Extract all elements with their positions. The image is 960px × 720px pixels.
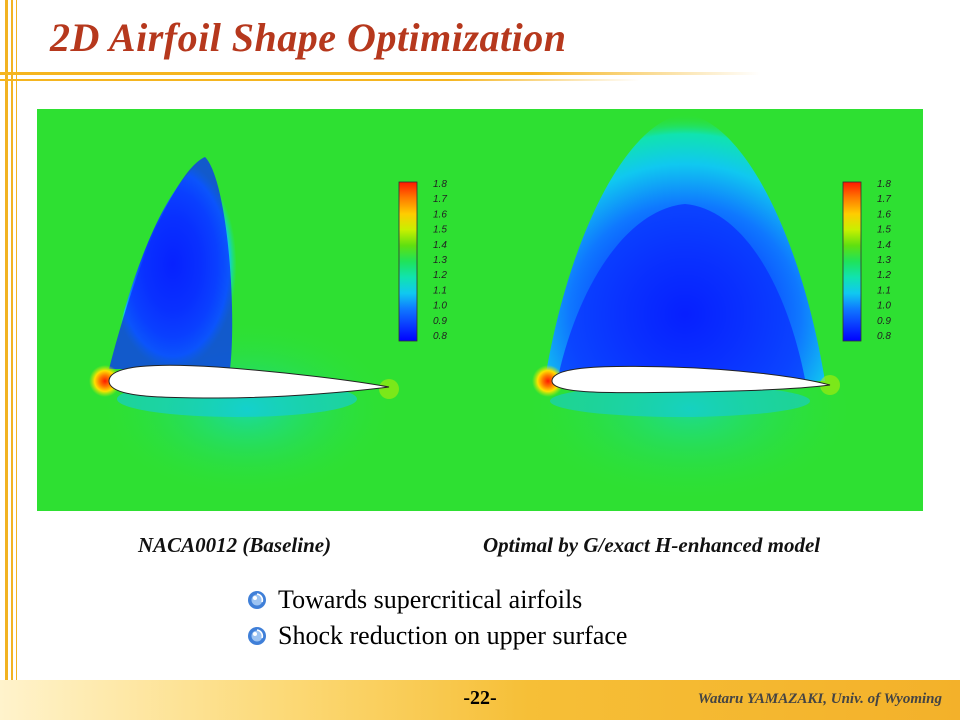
left-rule-line: [16, 0, 17, 680]
colorbar-labels: 1.8 1.7 1.6 1.5 1.4 1.3 1.2 1.1 1.0 0.9 0.8: [433, 179, 447, 342]
colorbar-tick-label: 1.5: [877, 225, 891, 236]
colorbar-tick-label: 0.9: [433, 316, 447, 327]
bullet-list: Towards supercritical airfoils Shock red…: [246, 582, 627, 654]
swirl-bullet-icon: [248, 627, 266, 645]
left-rule-line: [5, 0, 8, 680]
title-underline: [0, 72, 760, 75]
left-rule-line: [11, 0, 13, 680]
colorbar-tick-label: 1.3: [877, 255, 891, 266]
title-underline: [0, 79, 640, 81]
airfoil-optimized: [551, 365, 831, 394]
stagnation-point: [532, 365, 564, 397]
flow-field-optimized: 1.8 1.7 1.6 1.5 1.4 1.3 1.2 1.1 1.0 0.9 0.8: [480, 109, 923, 511]
colorbar-tick-label: 1.7: [877, 194, 891, 205]
colorbar-tick-label: 1.1: [433, 285, 447, 296]
colorbar-tick-label: 1.4: [877, 240, 891, 251]
stagnation-point: [89, 365, 121, 397]
colorbar-tick-label: 1.8: [877, 179, 891, 190]
swirl-bullet-icon: [248, 591, 266, 609]
supersonic-core: [558, 204, 805, 379]
colorbar: [398, 181, 418, 342]
colorbar-tick-label: 1.0: [433, 301, 447, 312]
colorbar-tick-label: 1.6: [877, 209, 891, 220]
colorbar-labels: 1.8 1.7 1.6 1.5 1.4 1.3 1.2 1.1 1.0 0.9 0.8: [877, 179, 891, 342]
colorbar-tick-label: 0.9: [877, 316, 891, 327]
trailing-edge-region: [379, 379, 399, 399]
colorbar-tick-label: 0.8: [433, 331, 447, 342]
mach-contour-plot: 1.8 1.7 1.6 1.5 1.4 1.3 1.2 1.1 1.0 0.9 0.8: [480, 109, 923, 511]
footer-bar: -22- Wataru YAMAZAKI, Univ. of Wyoming: [0, 680, 960, 720]
caption-baseline: NACA0012 (Baseline): [138, 533, 332, 557]
mach-contour-plot: 1.8 1.7 1.6 1.5 1.4 1.3 1.2 1.1 1.0 0.9 0.8: [37, 109, 480, 511]
bullet-text: Shock reduction on upper surface: [278, 621, 628, 650]
colorbar-tick-label: 1.5: [433, 225, 447, 236]
colorbar-tick-label: 1.0: [877, 301, 891, 312]
slide-title: 2D Airfoil Shape Optimization: [50, 15, 567, 60]
colorbar-tick-label: 1.2: [433, 270, 447, 281]
bullet-item: Towards supercritical airfoils: [246, 582, 627, 618]
colorbar-tick-label: 1.4: [433, 240, 447, 251]
colorbar-tick-label: 0.8: [877, 331, 891, 342]
colorbar-tick-label: 1.2: [877, 270, 891, 281]
supersonic-core: [109, 157, 233, 369]
colorbar-tick-label: 1.1: [877, 285, 891, 296]
page-number: -22-: [463, 687, 497, 709]
flow-field-baseline: 1.8 1.7 1.6 1.5 1.4 1.3 1.2 1.1 1.0 0.9 0.8: [37, 109, 480, 511]
colorbar-tick-label: 1.8: [433, 179, 447, 190]
colorbar: [842, 181, 862, 342]
colorbar-tick-label: 1.6: [433, 209, 447, 220]
author-credit: Wataru YAMAZAKI, Univ. of Wyoming: [697, 691, 942, 707]
colorbar-tick-label: 1.7: [433, 194, 447, 205]
caption-optimized: Optimal by G/exact H-enhanced model: [483, 533, 821, 557]
bullet-item: Shock reduction on upper surface: [246, 618, 627, 654]
airfoil-baseline: [108, 364, 390, 399]
bullet-text: Towards supercritical airfoils: [278, 585, 583, 614]
colorbar-tick-label: 1.3: [433, 255, 447, 266]
